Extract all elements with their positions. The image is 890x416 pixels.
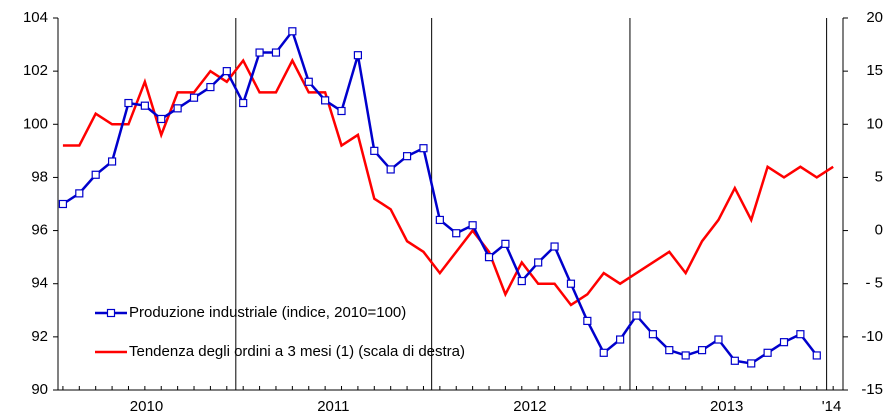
legend-label: Tendenza degli ordini a 3 mesi (1) (scal… [129, 343, 465, 360]
y-tick-label: 94 [31, 275, 48, 292]
point-marker [91, 170, 100, 179]
x-tick-label: 2013 [710, 398, 743, 415]
point-marker [370, 146, 379, 155]
y2-tick-label: -10 [861, 328, 883, 345]
point-marker [222, 67, 231, 76]
point-marker [353, 51, 363, 60]
point-marker [452, 229, 461, 238]
point-marker [812, 351, 821, 360]
x-tick-label: 2010 [130, 398, 163, 415]
point-marker [321, 96, 330, 105]
point-marker [517, 276, 526, 286]
y-tick-label: 104 [23, 9, 48, 26]
y2-tick-label: 0 [875, 222, 883, 239]
y2-tick-label: -15 [861, 381, 883, 398]
point-marker [402, 152, 412, 161]
legend-marker [106, 308, 116, 318]
point-marker [681, 351, 690, 360]
point-marker [157, 114, 166, 124]
point-marker [632, 311, 641, 320]
point-marker [58, 199, 68, 209]
point-marker [304, 77, 313, 86]
y2-tick-label: 20 [866, 9, 883, 26]
x-tick-label: 2011 [317, 398, 349, 415]
x-tick-label: '14 [822, 398, 842, 415]
point-marker [288, 27, 297, 36]
point-marker [796, 330, 805, 339]
point-marker [419, 144, 428, 153]
point-marker [550, 242, 559, 251]
point-marker [484, 253, 494, 262]
y-tick-label: 92 [31, 328, 48, 345]
point-marker [616, 335, 625, 344]
point-marker [501, 239, 510, 248]
point-marker [107, 157, 117, 166]
point-marker [75, 189, 84, 198]
point-marker [173, 104, 182, 113]
y2-tick-label: 5 [875, 168, 883, 185]
point-marker [599, 348, 608, 357]
point-marker [697, 346, 707, 355]
point-marker [271, 48, 281, 57]
point-marker [714, 335, 723, 344]
y-tick-label: 100 [23, 115, 48, 132]
point-marker [779, 338, 789, 347]
y-tick-label: 96 [31, 222, 48, 239]
point-marker [255, 48, 264, 57]
point-marker [435, 215, 444, 225]
y2-tick-label: 15 [866, 62, 883, 79]
y2-tick-label: 10 [866, 115, 883, 132]
point-marker [534, 258, 543, 267]
legend-label: Produzione industriale (indice, 2010=100… [129, 304, 406, 321]
point-marker [747, 359, 756, 368]
point-marker [763, 348, 772, 357]
point-marker [583, 316, 592, 326]
point-marker [239, 98, 248, 108]
point-marker [124, 98, 133, 108]
y-tick-label: 102 [23, 62, 48, 79]
point-marker [730, 356, 739, 365]
point-marker [337, 106, 346, 116]
point-marker [386, 165, 395, 174]
y-tick-label: 98 [31, 168, 48, 185]
y2-tick-label: - 5 [865, 275, 883, 292]
point-marker [140, 101, 149, 110]
point-marker [566, 279, 576, 288]
point-marker [648, 330, 657, 339]
y-tick-label: 90 [31, 381, 48, 398]
point-marker [206, 82, 215, 92]
point-marker [665, 346, 674, 355]
x-tick-label: 2012 [513, 398, 546, 415]
point-marker [189, 93, 199, 102]
point-marker [468, 221, 477, 230]
series-line [62, 57, 834, 307]
